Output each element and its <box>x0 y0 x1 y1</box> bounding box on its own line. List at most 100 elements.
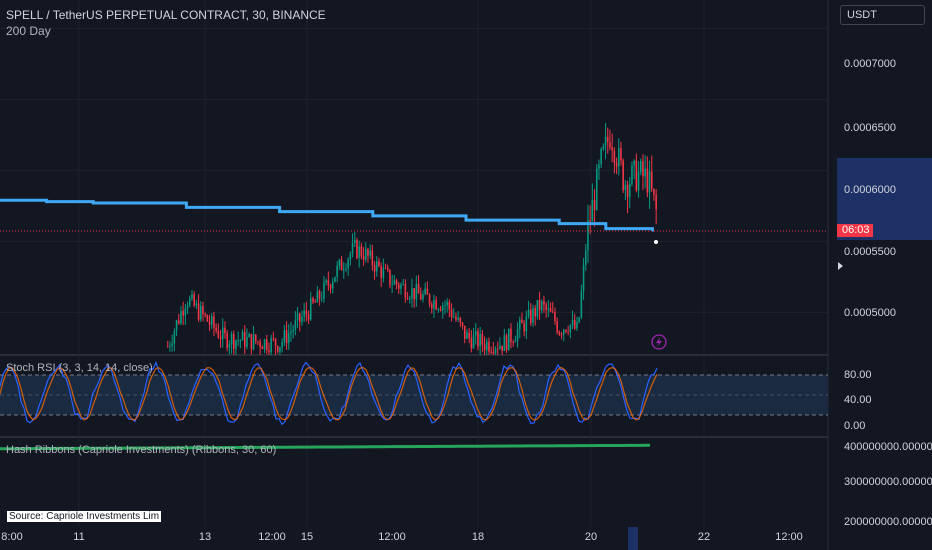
candle-body <box>529 309 532 323</box>
price-axis-label: 0.0005500 <box>844 246 896 258</box>
candle-body <box>650 171 653 189</box>
candle-body <box>490 351 492 353</box>
ma-legend-label: 200 Day <box>6 24 51 38</box>
candle-body <box>283 330 286 342</box>
candle-body <box>323 282 325 299</box>
candle-body <box>290 331 292 334</box>
candle-body <box>523 323 525 332</box>
time-axis-label: 12:00 <box>258 531 286 543</box>
candle-body <box>485 341 488 351</box>
candle-body <box>569 324 572 333</box>
candle-body <box>224 327 226 334</box>
candle-body <box>466 332 468 339</box>
candle-body <box>395 280 398 285</box>
candle-body <box>543 301 545 305</box>
candle-body <box>435 299 437 310</box>
time-axis-label: 20 <box>584 531 598 543</box>
symbol-title: SPELL / TetherUS PERPETUAL CONTRACT, 30,… <box>6 8 326 22</box>
candle-body <box>536 300 539 317</box>
candle-body <box>450 309 453 318</box>
candle-body <box>600 148 602 165</box>
candle-body <box>331 281 334 289</box>
candle-body <box>309 298 312 320</box>
candle-body <box>287 333 290 344</box>
candle-body <box>345 268 347 270</box>
candle-body <box>268 350 270 353</box>
arrow-right-icon[interactable] <box>838 262 843 270</box>
candle-body <box>316 291 319 303</box>
candle-body <box>602 145 605 149</box>
candle-body <box>199 305 202 320</box>
stoch-rsi-k-line <box>0 360 658 426</box>
candle-body <box>186 305 189 309</box>
candle-body <box>353 239 356 243</box>
candle-body <box>499 345 501 349</box>
candle-body <box>254 334 257 342</box>
candle-body <box>301 316 303 322</box>
candle-body <box>265 339 268 351</box>
candle-body <box>298 313 301 322</box>
stoch-rsi-legend[interactable]: Stoch RSI (3, 3, 14, 14, close) <box>6 362 153 374</box>
candle-body <box>239 340 242 342</box>
candle-body <box>177 320 180 324</box>
candle-body <box>655 194 657 210</box>
candle-body <box>369 250 371 256</box>
candle-body <box>419 293 422 300</box>
candle-body <box>518 319 521 330</box>
stoch-axis-label: 40.00 <box>844 394 872 406</box>
candle-body <box>507 328 510 351</box>
candle-body <box>477 330 479 347</box>
candle-body <box>492 351 495 354</box>
time-axis-label: 8:00 <box>1 531 23 543</box>
candle-body <box>626 184 629 198</box>
candle-body <box>631 165 633 184</box>
candle-body <box>340 259 343 271</box>
time-axis-label: 15 <box>300 531 314 543</box>
candle-body <box>411 288 413 299</box>
hash-ribbons-line <box>0 443 651 451</box>
hash-ribbons-legend[interactable]: Hash Ribbons (Capriole Investments) (Rib… <box>6 444 277 456</box>
candle-body <box>551 311 554 313</box>
candle-body <box>584 250 587 265</box>
candle-body <box>472 335 475 349</box>
candle-body <box>439 309 442 311</box>
candle-body <box>582 264 585 292</box>
candle-body <box>547 308 550 310</box>
candle-body <box>175 320 178 332</box>
lightning-icon[interactable] <box>651 334 667 350</box>
candle-body <box>576 322 578 329</box>
candle-body <box>593 199 596 210</box>
candle-body <box>307 314 310 320</box>
candle-body <box>314 302 316 303</box>
candle-body <box>378 261 380 267</box>
candle-body <box>538 300 541 311</box>
candle-body <box>463 325 466 339</box>
countdown-badge: 06:03 <box>837 224 873 237</box>
candle-body <box>191 294 193 299</box>
candle-body <box>180 311 182 324</box>
candle-body <box>646 168 649 193</box>
candle-body <box>503 335 506 351</box>
candle-body <box>217 330 220 338</box>
candle-body <box>448 301 451 310</box>
candle-body <box>479 333 481 347</box>
candle-body <box>243 332 246 347</box>
candle-body <box>358 246 360 259</box>
candle-body <box>474 330 477 336</box>
candlestick-series <box>166 122 657 355</box>
candle-body <box>204 313 206 316</box>
candle-body <box>397 284 400 289</box>
candle-body <box>494 348 497 354</box>
candle-body <box>226 333 228 348</box>
candle-body <box>549 308 552 312</box>
candle-body <box>400 284 402 289</box>
candle-body <box>408 298 411 300</box>
candle-body <box>279 347 281 352</box>
candle-body <box>426 288 429 295</box>
candle-body <box>263 339 266 350</box>
candle-body <box>501 345 503 351</box>
currency-selector[interactable]: USDT <box>840 5 925 25</box>
candle-body <box>193 294 195 306</box>
candle-body <box>580 291 583 318</box>
